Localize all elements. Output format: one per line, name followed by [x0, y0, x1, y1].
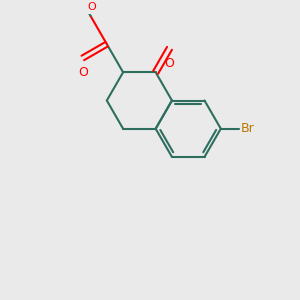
Text: Br: Br — [241, 122, 255, 135]
Text: O: O — [165, 57, 174, 70]
Text: O: O — [78, 66, 88, 79]
Text: O: O — [88, 2, 96, 13]
